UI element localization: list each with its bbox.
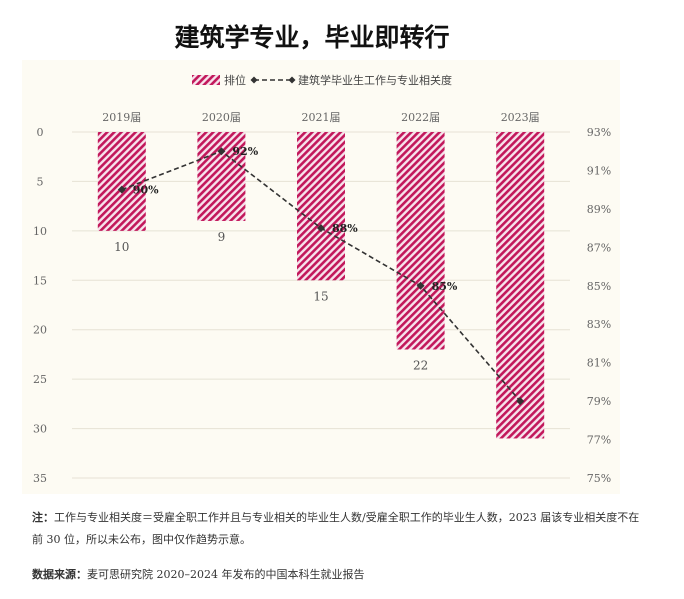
bar bbox=[97, 132, 146, 231]
bar-data-label: 22 bbox=[413, 358, 428, 372]
bar bbox=[197, 132, 246, 221]
category-label: 2020届 bbox=[202, 111, 241, 124]
right-tick-label: 87% bbox=[587, 241, 611, 254]
note-text: 工作与专业相关度＝受雇全职工作并且与专业相关的毕业生人数/受雇全职工作的毕业生人… bbox=[32, 511, 640, 546]
line-point bbox=[416, 281, 425, 290]
line-data-label: 90% bbox=[133, 184, 159, 197]
category-label: 2019届 bbox=[102, 111, 141, 124]
legend-marker bbox=[288, 76, 296, 84]
line-data-label: 85% bbox=[432, 280, 458, 293]
left-tick-label: 10 bbox=[33, 225, 47, 238]
right-tick-label: 81% bbox=[587, 357, 611, 370]
line-data-label: 88% bbox=[332, 222, 358, 235]
bar bbox=[496, 132, 545, 439]
source-prefix: 数据来源： bbox=[32, 568, 87, 581]
legend-swatch-bar bbox=[192, 75, 220, 85]
legend-label-line: 建筑学毕业生工作与专业相关度 bbox=[298, 73, 452, 87]
bar-data-label: 9 bbox=[218, 230, 226, 244]
bar bbox=[396, 132, 445, 350]
chart-panel: 0 5 10 15 20 25 30 35 93% 91% 89% 87% 85% 83% 81% 79% 77… bbox=[22, 60, 620, 494]
note-prefix: 注： bbox=[32, 511, 54, 524]
right-tick-label: 83% bbox=[587, 318, 611, 331]
line-point bbox=[516, 397, 525, 406]
right-tick-label: 89% bbox=[587, 203, 611, 216]
category-label: 2023届 bbox=[501, 111, 540, 124]
legend-label-bar: 排位 bbox=[224, 73, 246, 87]
data-source: 数据来源：麦可思研究院 2020–2024 年发布的中国本科生就业报告 bbox=[32, 566, 642, 582]
left-tick-label: 5 bbox=[37, 175, 44, 188]
bar-data-label: 10 bbox=[114, 240, 129, 254]
right-tick-label: 79% bbox=[587, 395, 611, 408]
chart-svg: 0 5 10 15 20 25 30 35 93% 91% 89% 87% 85% 83% 81% 79% 77… bbox=[33, 73, 611, 485]
left-tick-label: 30 bbox=[33, 423, 47, 436]
right-tick-label: 93% bbox=[587, 126, 611, 139]
line-point bbox=[217, 147, 226, 156]
category-label: 2022届 bbox=[401, 111, 440, 124]
chart-title: 建筑学专业，毕业即转行 bbox=[174, 23, 450, 52]
category-label: 2021届 bbox=[302, 111, 341, 124]
left-tick-label: 20 bbox=[33, 324, 47, 337]
bar bbox=[297, 132, 345, 281]
left-tick-label: 0 bbox=[37, 126, 44, 139]
right-tick-label: 77% bbox=[587, 434, 611, 447]
left-tick-label: 25 bbox=[33, 373, 47, 386]
right-tick-label: 91% bbox=[587, 164, 611, 177]
chart-note: 注：工作与专业相关度＝受雇全职工作并且与专业相关的毕业生人数/受雇全职工作的毕业… bbox=[32, 507, 642, 551]
line-point bbox=[317, 224, 325, 233]
right-tick-label: 75% bbox=[587, 472, 611, 485]
right-tick-label: 85% bbox=[587, 280, 611, 293]
line-point bbox=[117, 185, 126, 194]
legend-marker bbox=[250, 76, 258, 84]
bar-data-label: 15 bbox=[313, 289, 328, 303]
left-tick-label: 35 bbox=[33, 472, 47, 485]
source-text: 麦可思研究院 2020–2024 年发布的中国本科生就业报告 bbox=[87, 568, 365, 581]
left-tick-label: 15 bbox=[33, 274, 47, 287]
line-data-label: 92% bbox=[232, 145, 258, 158]
